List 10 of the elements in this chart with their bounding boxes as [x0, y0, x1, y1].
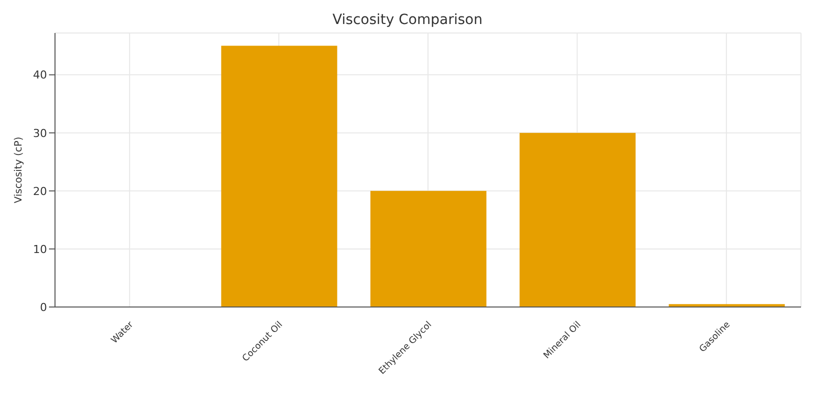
y-tick-label: 0: [40, 300, 47, 314]
bar: [520, 132, 636, 307]
y-axis-title: Viscosity (cP): [14, 136, 25, 204]
bar: [370, 190, 486, 307]
y-tick-label: 40: [33, 68, 47, 82]
y-tick-label: 30: [33, 126, 47, 140]
y-tick-label: 10: [33, 242, 47, 256]
y-tick-label: 20: [33, 184, 47, 198]
bar: [221, 46, 338, 307]
chart-title: Viscosity Comparison: [332, 12, 484, 28]
